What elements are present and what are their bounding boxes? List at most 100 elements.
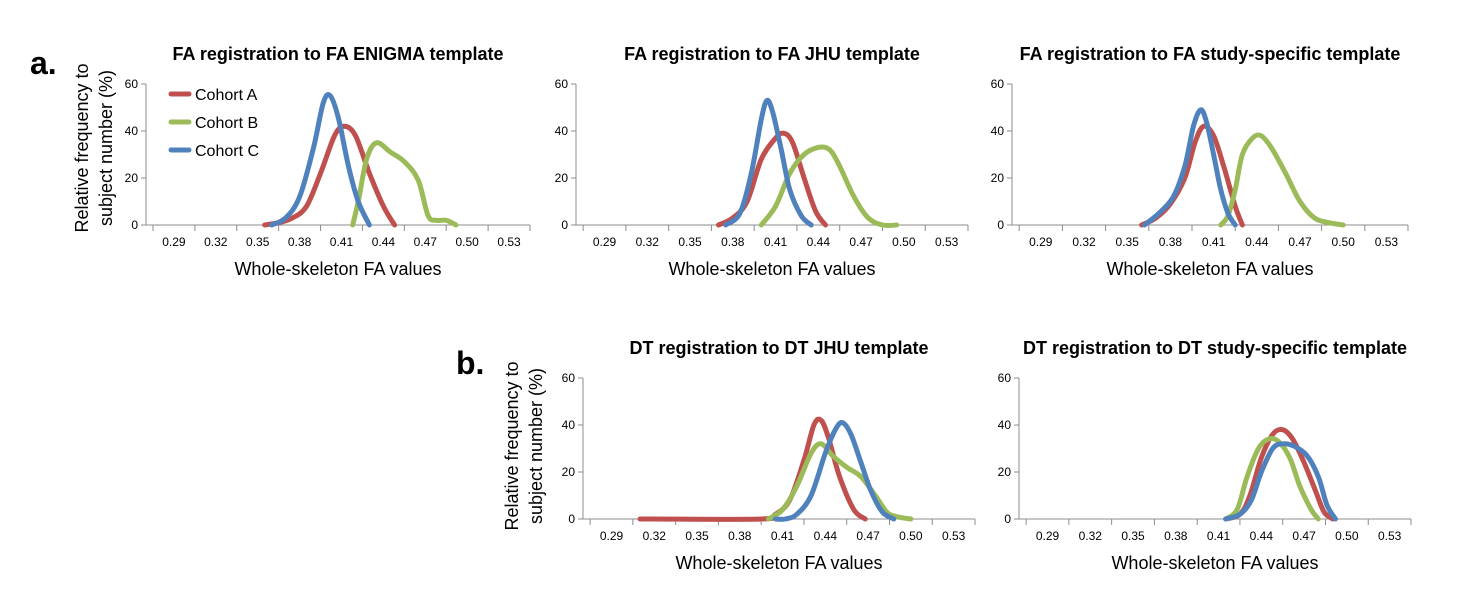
x-tick-label: 0.32	[1079, 529, 1103, 543]
series-line-cohort-b	[1223, 435, 1321, 522]
x-tick-label: 0.38	[288, 235, 312, 249]
panel-label-b: b.	[456, 345, 484, 381]
x-tick-label: 0.50	[1335, 529, 1359, 543]
series-line-cohort-a	[637, 416, 868, 522]
y-tick-label: 20	[991, 171, 1005, 185]
x-tick-label: 0.29	[1029, 235, 1053, 249]
y-tick-label: 60	[998, 371, 1012, 385]
x-tick-label: 0.38	[1164, 529, 1188, 543]
y-axis-label-row-b: Relative frequency to subject number (%)	[502, 361, 546, 530]
series-line-cohort-c	[269, 92, 372, 228]
y-tick-label: 60	[555, 77, 569, 91]
legend-label-cohort-c: Cohort C	[195, 143, 259, 160]
x-tick-label: 0.47	[856, 529, 880, 543]
y-tick-label: 20	[562, 465, 576, 479]
panel-label-a: a.	[30, 45, 57, 81]
y-tick-label: 20	[125, 171, 139, 185]
x-tick-label: 0.29	[593, 235, 617, 249]
chart-title: FA registration to FA JHU template	[624, 44, 920, 64]
x-axis-label: Whole-skeleton FA values	[675, 553, 882, 573]
charts: FA registration to FA ENIGMA template 0 20…	[125, 44, 1412, 573]
x-tick-label: 0.44	[814, 529, 838, 543]
y-tick-label: 40	[125, 124, 139, 138]
x-tick-label: 0.44	[372, 235, 396, 249]
chart-title: FA registration to FA ENIGMA template	[172, 44, 503, 64]
y-axis-label-line-2: subject number (%)	[96, 70, 116, 226]
y-axis-label-line-1: Relative frequency to	[502, 361, 522, 530]
y-tick-label: 60	[562, 371, 576, 385]
x-tick-label: 0.50	[899, 529, 923, 543]
chart-1: FA registration to FA ENIGMA template 0 20…	[125, 44, 531, 279]
x-tick-label: 0.35	[1116, 235, 1140, 249]
series-line-cohort-c	[723, 97, 814, 228]
y-tick-label: 60	[125, 77, 139, 91]
x-tick-label: 0.29	[162, 235, 186, 249]
x-tick-label: 0.53	[497, 235, 521, 249]
x-tick-label: 0.41	[764, 235, 788, 249]
y-tick-label: 0	[561, 218, 568, 232]
x-tick-label: 0.44	[1250, 529, 1274, 543]
series-line-cohort-b	[350, 140, 459, 228]
y-tick-label: 0	[131, 218, 138, 232]
x-tick-label: 0.50	[455, 235, 479, 249]
x-tick-label: 0.38	[721, 235, 745, 249]
y-axis-label-line-1: Relative frequency to	[72, 63, 92, 232]
x-tick-label: 0.53	[935, 235, 959, 249]
legend-item-cohort-c: Cohort C	[168, 143, 259, 160]
y-tick-label: 40	[998, 418, 1012, 432]
chart-title: DT registration to DT study-specific tem…	[1023, 338, 1407, 358]
series-line-cohort-c	[1223, 441, 1338, 522]
y-tick-label: 0	[1004, 512, 1011, 526]
y-axis-label-row-a: Relative frequency to subject number (%)	[72, 63, 116, 232]
x-tick-label: 0.29	[1036, 529, 1060, 543]
x-tick-label: 0.44	[1245, 235, 1269, 249]
x-tick-label: 0.44	[807, 235, 831, 249]
series-line-cohort-a	[262, 123, 398, 228]
legend-label-cohort-a: Cohort A	[195, 87, 258, 104]
x-axis-label: Whole-skeleton FA values	[1111, 553, 1318, 573]
chart-5: DT registration to DT study-specific tem…	[998, 338, 1412, 573]
x-tick-label: 0.41	[1202, 235, 1226, 249]
legend-item-cohort-b: Cohort B	[168, 115, 258, 132]
x-tick-label: 0.35	[678, 235, 702, 249]
x-tick-label: 0.35	[685, 529, 709, 543]
chart-4: DT registration to DT JHU template 0 20 40 6…	[562, 338, 976, 573]
legend-item-cohort-a: Cohort A	[168, 87, 258, 104]
y-axis-label-line-2: subject number (%)	[526, 368, 546, 524]
x-tick-label: 0.32	[643, 529, 667, 543]
x-tick-label: 0.53	[942, 529, 966, 543]
y-tick-label: 40	[991, 124, 1005, 138]
chart-2: FA registration to FA JHU template 0 20 40 6…	[555, 44, 969, 279]
x-tick-label: 0.41	[1207, 529, 1231, 543]
y-tick-label: 0	[568, 512, 575, 526]
x-axis-label: Whole-skeleton FA values	[234, 259, 441, 279]
x-axis-label: Whole-skeleton FA values	[1106, 259, 1313, 279]
y-tick-label: 40	[562, 418, 576, 432]
x-tick-label: 0.38	[728, 529, 752, 543]
series-line-cohort-c	[772, 420, 897, 522]
y-tick-label: 40	[555, 124, 569, 138]
y-tick-label: 20	[555, 171, 569, 185]
legend: Cohort A Cohort B Cohort C	[168, 87, 259, 160]
legend-label-cohort-b: Cohort B	[195, 115, 258, 132]
x-tick-label: 0.35	[246, 235, 270, 249]
x-tick-label: 0.38	[1159, 235, 1183, 249]
x-tick-label: 0.50	[1332, 235, 1356, 249]
x-axis-label: Whole-skeleton FA values	[668, 259, 875, 279]
y-tick-label: 60	[991, 77, 1005, 91]
x-tick-label: 0.32	[204, 235, 228, 249]
x-tick-label: 0.32	[1072, 235, 1096, 249]
x-tick-label: 0.29	[600, 529, 624, 543]
series-line-cohort-c	[1142, 107, 1238, 228]
series-line-cohort-b	[765, 441, 914, 522]
chart-3: FA registration to FA study-specific tem…	[991, 44, 1409, 279]
series-line-cohort-b	[1218, 132, 1346, 228]
x-tick-label: 0.53	[1378, 529, 1402, 543]
x-tick-label: 0.47	[1288, 235, 1312, 249]
y-tick-label: 20	[998, 465, 1012, 479]
x-tick-label: 0.47	[849, 235, 873, 249]
chart-title: FA registration to FA study-specific tem…	[1020, 44, 1401, 64]
x-tick-label: 0.50	[892, 235, 916, 249]
x-tick-label: 0.47	[414, 235, 438, 249]
